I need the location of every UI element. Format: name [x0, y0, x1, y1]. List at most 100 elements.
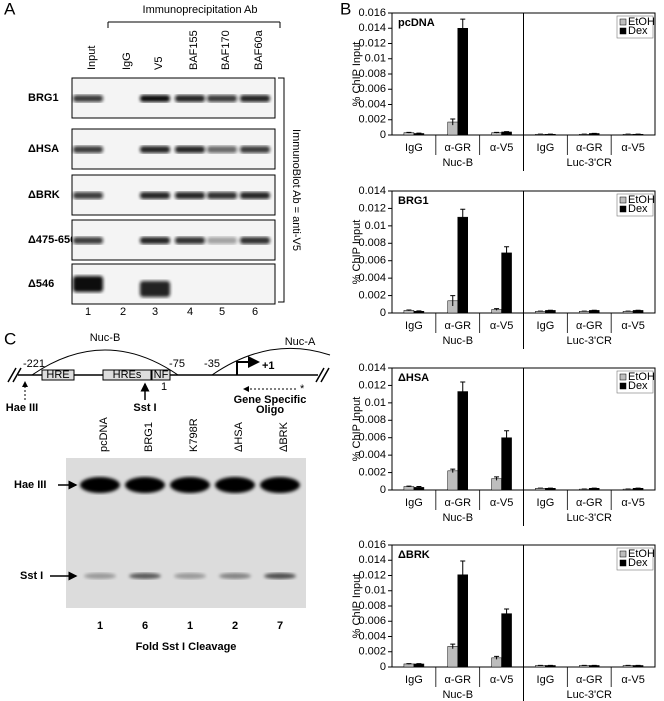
x-tick-label: α-V5 — [621, 320, 644, 332]
chart-title: ΔHSA — [398, 372, 429, 384]
element-label: NF — [154, 369, 169, 381]
fold-value: 6 — [142, 620, 148, 632]
blot-band — [73, 192, 103, 199]
x-tick-label: α-GR — [576, 674, 603, 686]
legend-swatch — [619, 550, 627, 558]
y-tick-label: 0.01 — [365, 397, 386, 409]
oligo-label: Oligo — [256, 404, 284, 416]
y-tick-label: 0.014 — [358, 362, 386, 374]
y-axis-label: % ChIP Input — [351, 220, 363, 285]
bar — [457, 391, 468, 491]
lane-number: 2 — [120, 306, 126, 318]
x-tick-label: IgG — [405, 142, 423, 154]
bar — [545, 310, 556, 314]
x-tick-label: α-V5 — [621, 142, 644, 154]
blot-band — [73, 276, 103, 292]
x-tick-label: α-GR — [576, 497, 603, 509]
panel-letter: B — [340, 0, 351, 18]
y-tick-label: 0.002 — [358, 646, 386, 658]
x-tick-label: α-GR — [444, 142, 471, 154]
gel-lane-label: ΔBRK — [278, 421, 290, 452]
x-tick-label: α-GR — [576, 142, 603, 154]
error-bar — [460, 381, 466, 402]
lane-number: 4 — [187, 306, 193, 318]
fold-value: 1 — [187, 620, 193, 632]
lane-label: V5 — [153, 57, 165, 70]
row-label: ΔHSA — [28, 143, 59, 155]
x-tick-label: α-V5 — [490, 497, 513, 509]
blot-band — [140, 237, 170, 244]
blot-band — [73, 95, 103, 102]
panel-letter: C — [4, 329, 16, 348]
legend-swatch — [619, 27, 627, 35]
error-bar — [450, 468, 456, 473]
bar — [501, 131, 512, 136]
blot-band — [175, 237, 205, 244]
gel-band — [80, 477, 120, 493]
blot-band — [73, 146, 103, 153]
blot-band — [240, 95, 270, 102]
gel-lane-label: BRG1 — [143, 422, 155, 452]
position: -75 — [169, 358, 185, 370]
element-label: HRE — [46, 369, 69, 381]
gel-band — [215, 477, 255, 493]
legend-label: EtOH — [628, 194, 655, 206]
side-label: ImmunoBlot Ab = anti-V5 — [290, 129, 302, 251]
blot-band — [140, 281, 170, 297]
error-bar — [416, 486, 422, 489]
legend-label: Dex — [628, 25, 648, 37]
lane-number: 3 — [152, 306, 158, 318]
y-tick-label: 0.008 — [358, 237, 386, 249]
blot-band — [140, 192, 170, 199]
y-tick-label: 0.002 — [358, 466, 386, 478]
legend-label: EtOH — [628, 16, 655, 28]
band-label: Sst I — [20, 570, 43, 582]
y-tick-label: 0.016 — [358, 7, 386, 19]
legend-swatch — [619, 373, 627, 381]
position: -221 — [23, 358, 45, 370]
x-tick-label: IgG — [405, 320, 423, 332]
group-label: Nuc-B — [442, 512, 473, 524]
error-bar — [406, 309, 412, 311]
legend-label: Dex — [628, 380, 648, 392]
blot-box — [71, 263, 276, 305]
lane-label: IgG — [121, 52, 133, 70]
row-label: BRG1 — [28, 92, 59, 104]
bar — [632, 310, 644, 314]
gel-lane-label: ΔHSA — [233, 421, 245, 452]
x-tick-label: α-GR — [576, 320, 603, 332]
legend-label: Dex — [628, 557, 648, 569]
bar — [403, 663, 415, 668]
asterisk: * — [300, 383, 305, 395]
legend-swatch — [619, 196, 627, 204]
error-bar — [416, 132, 422, 134]
error-bar — [416, 663, 422, 665]
legend-swatch — [619, 559, 627, 567]
x-tick-label: IgG — [537, 497, 555, 509]
y-tick-label: 0.008 — [358, 414, 386, 426]
element-box — [41, 369, 75, 381]
y-tick-label: 0.002 — [358, 114, 386, 126]
gel-caption: Fold Sst I Cleavage — [136, 641, 237, 653]
lane-label: BAF155 — [188, 30, 200, 70]
y-tick-label: 0 — [380, 484, 386, 496]
y-tick-label: 0 — [380, 661, 386, 673]
error-bar — [494, 131, 500, 134]
y-tick-label: 0.012 — [358, 569, 386, 581]
lane-number: 1 — [85, 306, 91, 318]
bar — [501, 252, 512, 314]
break-mark — [315, 367, 330, 383]
error-bar — [460, 18, 466, 38]
error-bar — [494, 655, 500, 660]
row-label: Δ546 — [28, 278, 54, 290]
x-tick-label: α-V5 — [621, 497, 644, 509]
blot-band — [240, 192, 270, 199]
gel-band — [264, 573, 296, 579]
fold-value: 7 — [277, 620, 283, 632]
error-bar — [416, 310, 422, 312]
chart-title: ΔBRK — [398, 549, 430, 561]
nuc-label: Nuc-B — [90, 332, 121, 344]
blot-band — [140, 95, 170, 102]
x-tick-label: α-V5 — [490, 142, 513, 154]
